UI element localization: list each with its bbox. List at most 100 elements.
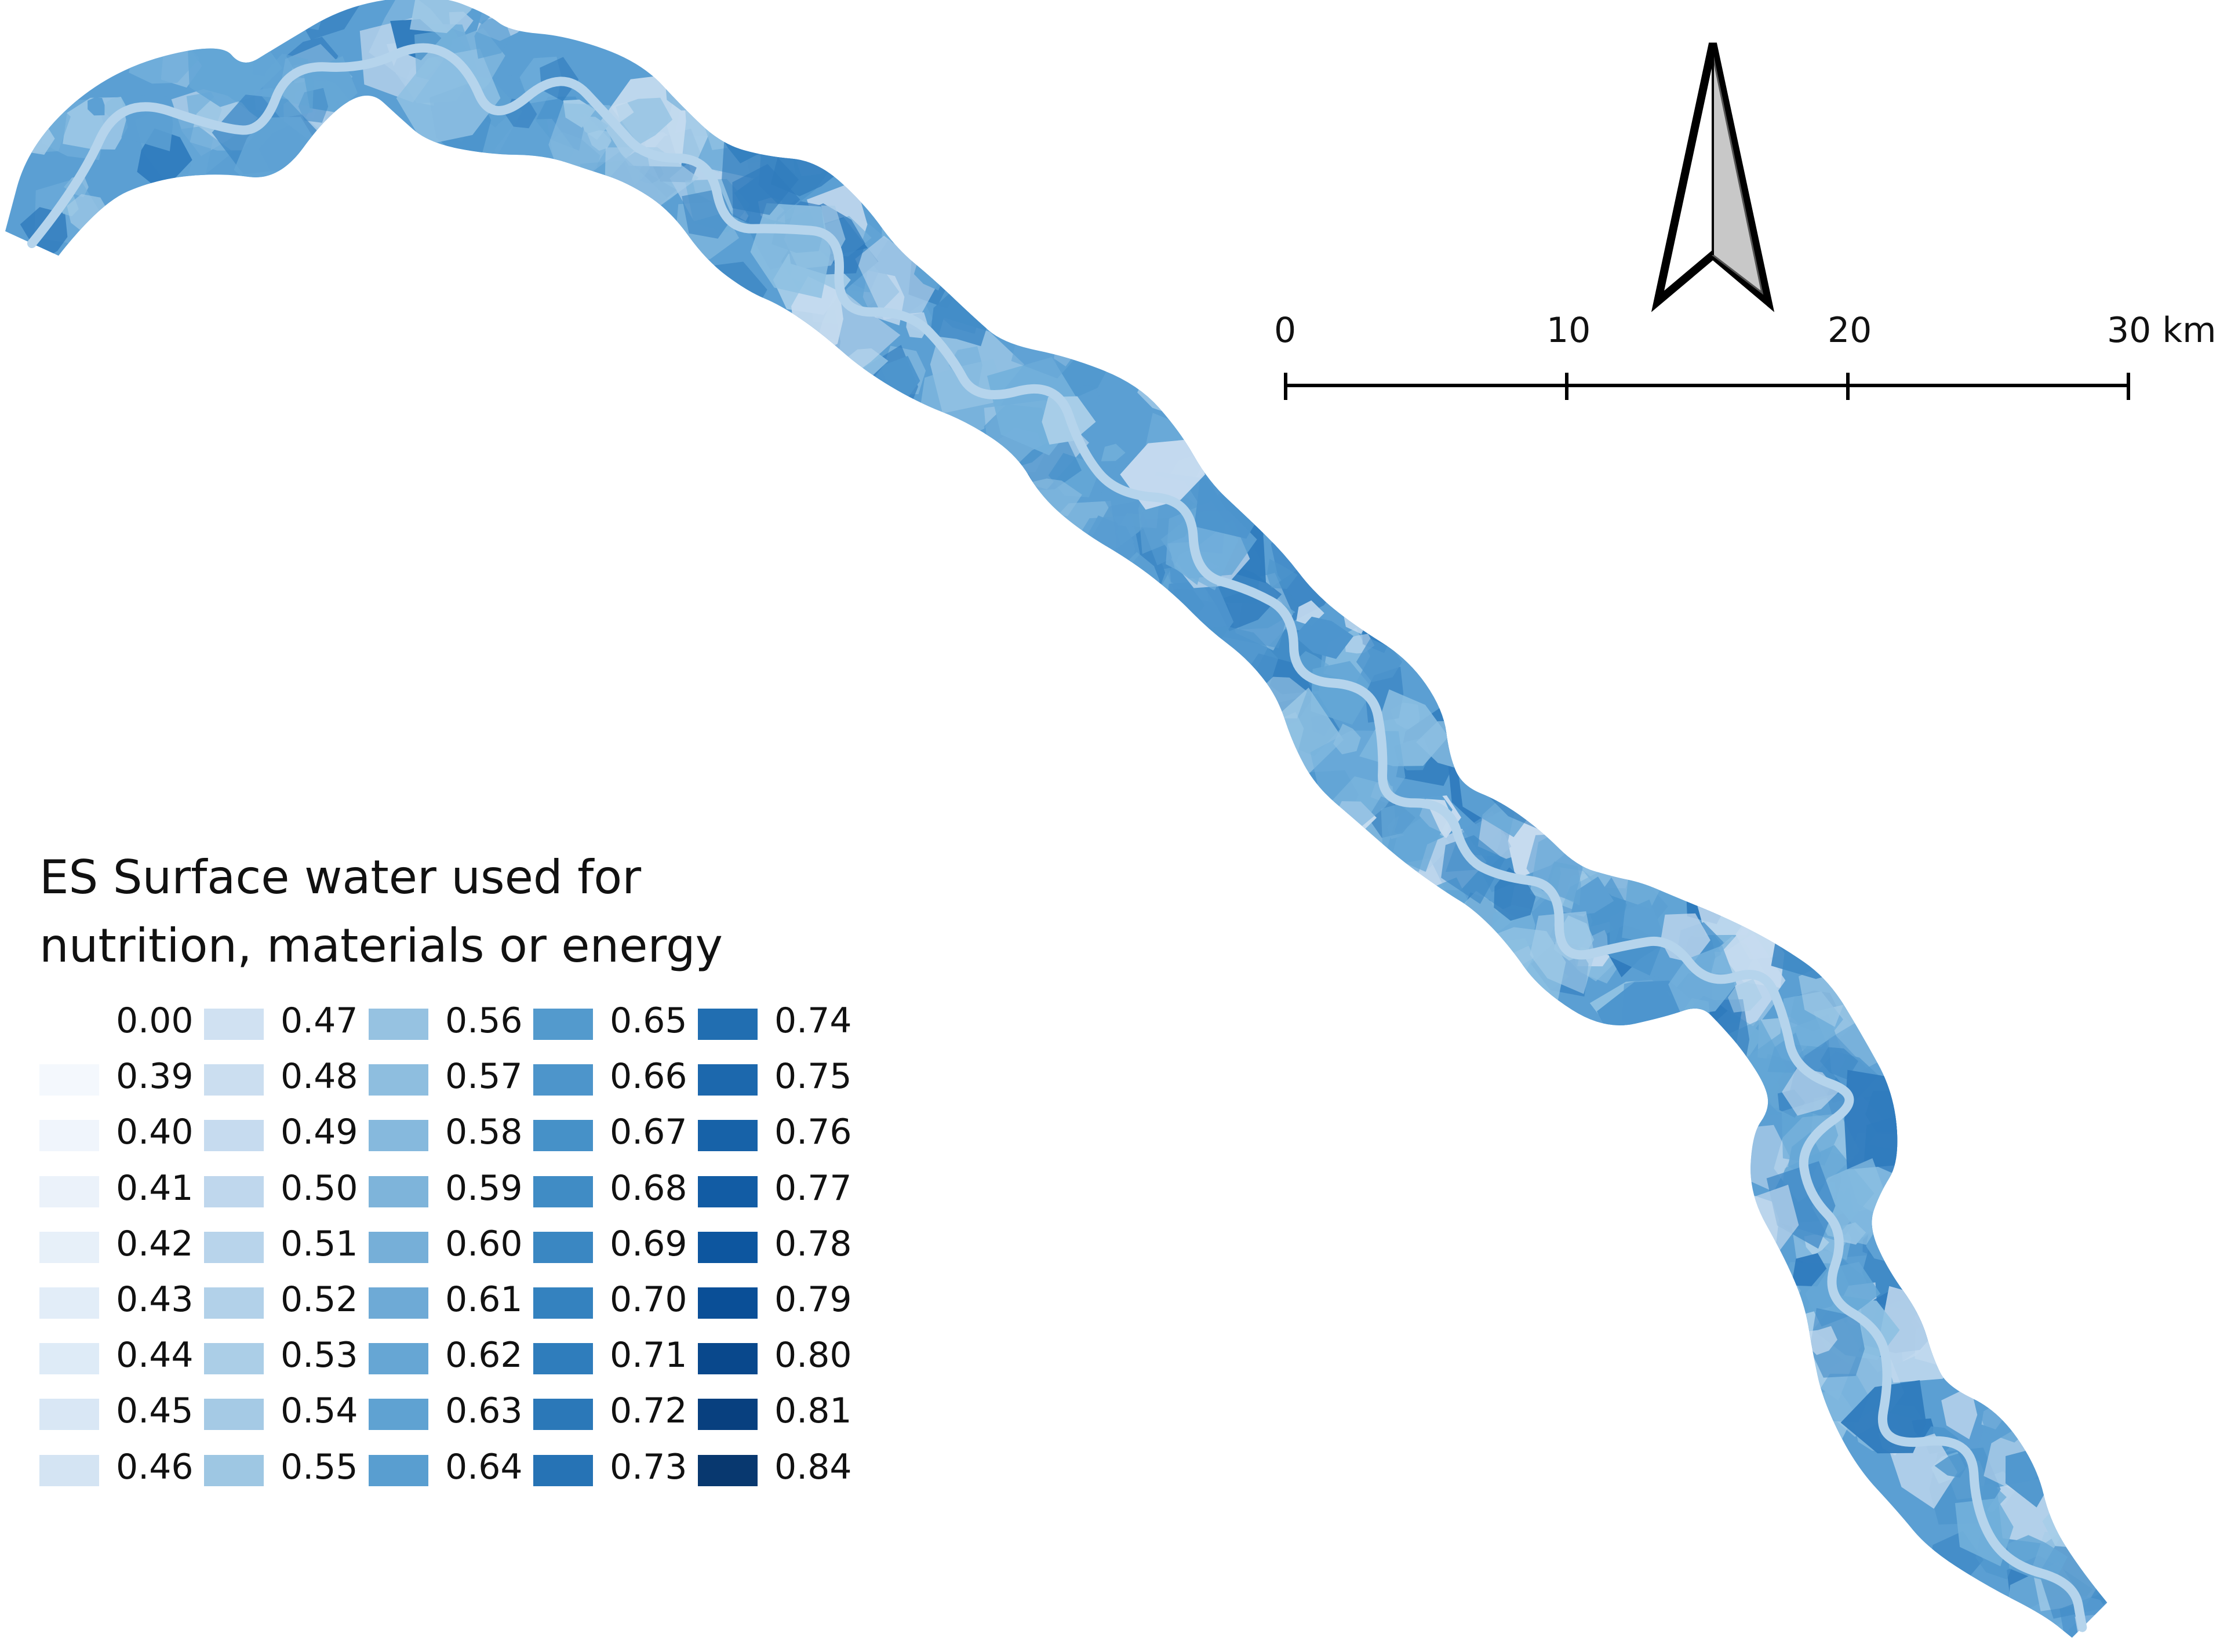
legend-label: 0.39 [116,1056,194,1097]
land-parcel [88,97,105,116]
legend-swatch [39,1231,99,1263]
land-parcel [1844,1069,1931,1170]
legend-swatch [369,1009,428,1040]
land-parcel [1101,443,1126,461]
legend-swatch [39,1287,99,1319]
legend-swatch [204,1399,264,1431]
legend-swatch [369,1399,428,1431]
legend-swatch [39,1343,99,1375]
land-parcel [1441,835,1505,904]
land-parcel [1764,1291,1790,1316]
legend-swatch [698,1399,758,1431]
legend-label: 0.46 [116,1446,194,1487]
land-parcel [1381,797,1441,872]
scale-label-30: 30 km [2107,310,2217,351]
legend-label: 0.80 [774,1335,852,1376]
legend-label: 0.69 [610,1223,687,1264]
legend-label: 0.51 [281,1223,358,1264]
land-parcel [1546,861,1581,906]
scale-label-0: 0 [1274,310,1297,351]
legend-label: 0.44 [116,1335,194,1376]
legend-label: 0.56 [445,1000,523,1041]
land-parcel [303,8,322,30]
legend-swatch [369,1454,428,1486]
legend-label: 0.62 [445,1335,523,1376]
land-parcel [5,291,19,311]
legend-swatch [204,1120,264,1152]
land-parcel [1728,978,1763,1013]
legend-swatch [698,1176,758,1207]
legend-swatch [204,1287,264,1319]
land-parcel [1803,1326,1837,1355]
legend-label: 0.79 [774,1279,852,1320]
legend-swatch [369,1343,428,1375]
land-parcel [702,92,752,150]
legend-label: 0.67 [610,1112,687,1153]
land-parcel [1984,1627,2036,1638]
legend-title-line-1: ES Surface water used for [39,850,642,904]
legend-label: 0.66 [610,1056,687,1097]
land-parcel [1494,867,1536,921]
land-parcel [245,0,294,28]
scale-label-10: 10 [1546,310,1591,351]
scale-label-20: 20 [1828,310,1872,351]
legend-label: 0.00 [116,1000,194,1041]
legend-label: 0.68 [610,1167,687,1209]
legend-label: 0.60 [445,1223,523,1264]
legend-label: 0.45 [116,1391,194,1432]
legend-swatch [698,1343,758,1375]
land-parcel [1810,1308,1865,1378]
land-parcel [1771,904,1877,979]
land-parcel [1549,802,1587,836]
legend-title: ES Surface water used for nutrition, mat… [39,843,909,980]
legend-swatch [533,1454,593,1486]
legend-swatch [533,1176,593,1207]
legend-label: 0.54 [281,1391,358,1432]
land-parcel [1991,1619,2046,1638]
land-parcel [1530,911,1595,994]
legend-swatch [533,1064,593,1096]
legend-label: 0.53 [281,1335,358,1376]
land-parcel [1200,676,1255,732]
legend-swatch [204,1231,264,1263]
legend-label: 0.77 [774,1167,852,1209]
legend-label: 0.74 [774,1000,852,1041]
legend-swatch [533,1231,593,1263]
legend-swatch [39,1064,99,1096]
river-line [27,43,2087,1632]
legend-swatch [204,1176,264,1207]
legend-swatch [39,1176,99,1207]
land-parcel [1817,1447,1853,1483]
legend-title-line-2: nutrition, materials or energy [39,919,723,973]
legend-swatch [698,1231,758,1263]
land-parcel [2094,1526,2108,1571]
legend-swatch [533,1343,593,1375]
land-parcel [1266,559,1298,589]
legend-swatch [533,1009,593,1040]
legend-swatch [39,1399,99,1431]
legend-swatch [39,1454,99,1486]
scale-bar [1284,373,2130,400]
legend-swatch [369,1176,428,1207]
legend-swatch [698,1287,758,1319]
legend-swatch [204,1064,264,1096]
legend-swatch [533,1287,593,1319]
legend-swatch [204,1343,264,1375]
land-parcel [1118,570,1178,639]
land-parcel [1599,856,1622,874]
land-parcel [562,170,598,203]
legend-label: 0.59 [445,1167,523,1209]
land-parcel [396,48,501,145]
legend-label: 0.55 [281,1446,358,1487]
legend-swatch [698,1120,758,1152]
land-parcel [5,93,71,154]
legend-label: 0.49 [281,1112,358,1153]
legend-swatch [698,1064,758,1096]
land-parcel [374,118,399,141]
land-parcel [23,93,48,119]
legend-label: 0.43 [116,1279,194,1320]
legend-label: 0.58 [445,1112,523,1153]
legend-label: 0.42 [116,1223,194,1264]
north-arrow [1651,42,1775,312]
